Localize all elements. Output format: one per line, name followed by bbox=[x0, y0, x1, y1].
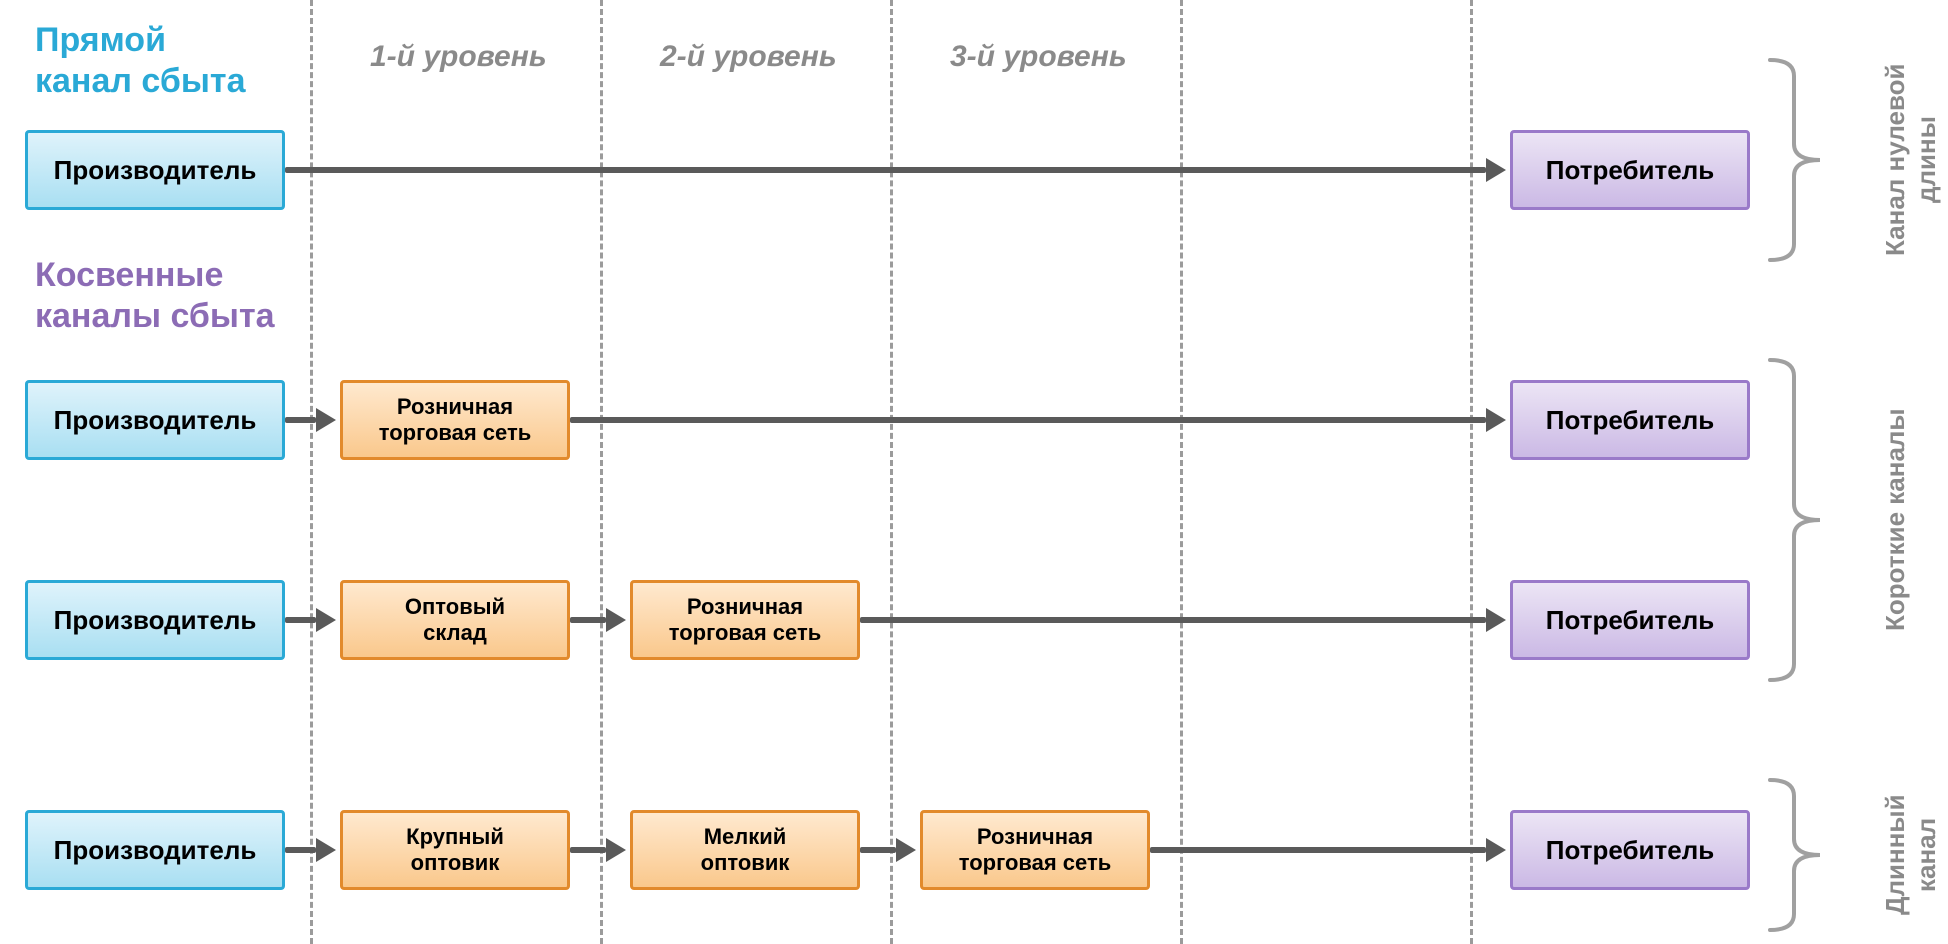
arrow-line bbox=[285, 617, 316, 623]
column-divider-3 bbox=[1180, 0, 1183, 944]
producer-node-row3: Производитель bbox=[25, 810, 285, 890]
arrow-head bbox=[606, 608, 626, 632]
side-label-0: Канал нулевой длины bbox=[1880, 60, 1942, 260]
inter-node-row1-0: Розничная торговая сеть bbox=[340, 380, 570, 460]
arrow-head bbox=[1486, 608, 1506, 632]
arrow-line bbox=[285, 847, 316, 853]
brace bbox=[1770, 360, 1824, 680]
arrow-line bbox=[570, 617, 606, 623]
consumer-node-row3: Потребитель bbox=[1510, 810, 1750, 890]
column-divider-4 bbox=[1470, 0, 1473, 944]
arrow-line bbox=[570, 417, 1486, 423]
consumer-node-row0: Потребитель bbox=[1510, 130, 1750, 210]
arrow-head bbox=[1486, 838, 1506, 862]
level-header-2: 2-й уровень bbox=[660, 40, 837, 74]
level-header-3: 3-й уровень bbox=[950, 40, 1127, 74]
arrow-line bbox=[570, 847, 606, 853]
diagram-canvas: 1-й уровень 2-й уровень 3-й уровень Прямой … bbox=[0, 0, 1948, 944]
producer-node-row0: Производитель bbox=[25, 130, 285, 210]
arrow-head bbox=[316, 408, 336, 432]
section-title-1: Косвенные каналы сбыта bbox=[35, 255, 275, 337]
arrow-line bbox=[1150, 847, 1486, 853]
inter-node-row3-1: Мелкий оптовик bbox=[630, 810, 860, 890]
consumer-node-row1: Потребитель bbox=[1510, 380, 1750, 460]
side-label-2: Длинный канал bbox=[1880, 780, 1942, 930]
brace bbox=[1770, 60, 1824, 260]
column-divider-1 bbox=[600, 0, 603, 944]
arrow-head bbox=[606, 838, 626, 862]
arrow-head bbox=[896, 838, 916, 862]
producer-node-row2: Производитель bbox=[25, 580, 285, 660]
arrow-line bbox=[285, 167, 1486, 173]
producer-node-row1: Производитель bbox=[25, 380, 285, 460]
inter-node-row3-0: Крупный оптовик bbox=[340, 810, 570, 890]
inter-node-row2-0: Оптовый склад bbox=[340, 580, 570, 660]
arrow-line bbox=[860, 617, 1486, 623]
arrow-head bbox=[316, 838, 336, 862]
side-label-1: Короткие каналы bbox=[1880, 360, 1911, 680]
arrow-line bbox=[860, 847, 896, 853]
inter-node-row3-2: Розничная торговая сеть bbox=[920, 810, 1150, 890]
arrow-head bbox=[1486, 408, 1506, 432]
arrow-line bbox=[285, 417, 316, 423]
consumer-node-row2: Потребитель bbox=[1510, 580, 1750, 660]
arrow-head bbox=[316, 608, 336, 632]
column-divider-0 bbox=[310, 0, 313, 944]
level-header-1: 1-й уровень bbox=[370, 40, 547, 74]
inter-node-row2-1: Розничная торговая сеть bbox=[630, 580, 860, 660]
column-divider-2 bbox=[890, 0, 893, 944]
brace bbox=[1770, 780, 1824, 930]
section-title-0: Прямой канал сбыта bbox=[35, 20, 245, 102]
arrow-head bbox=[1486, 158, 1506, 182]
